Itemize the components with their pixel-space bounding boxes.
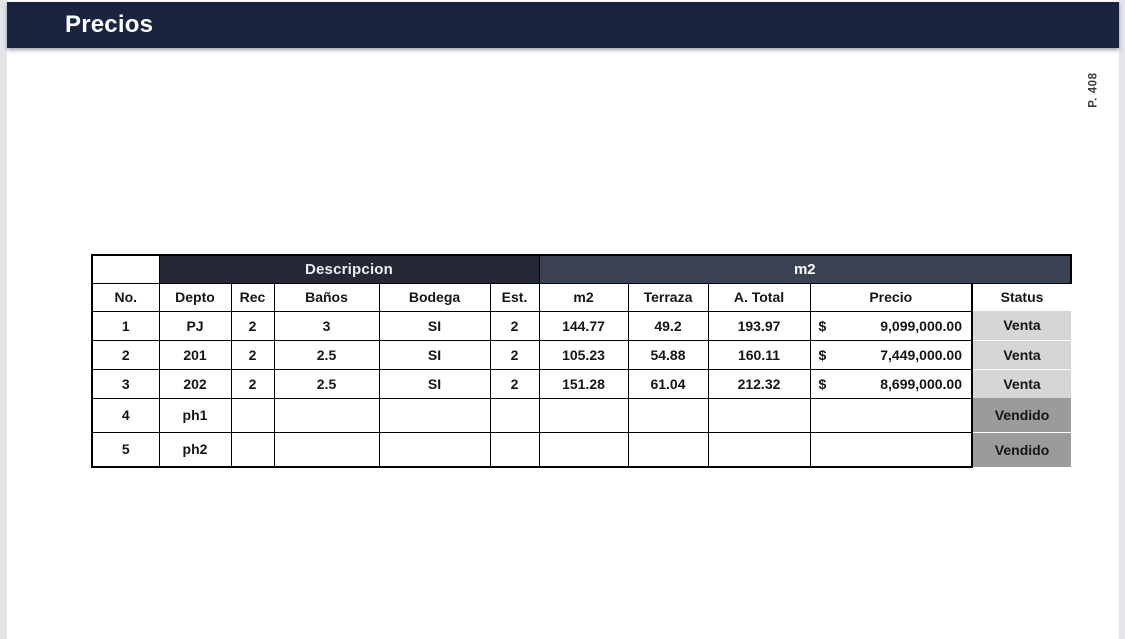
column-header-rec: Rec (230, 282, 275, 312)
cell-bodega (378, 397, 491, 433)
column-header-atotal: A. Total (707, 282, 811, 312)
cell-rec: 2 (230, 339, 275, 370)
corner-cell (91, 254, 160, 284)
cell-banos: 2.5 (273, 368, 380, 399)
currency-symbol: $ (818, 317, 827, 334)
column-header-est: Est. (489, 282, 540, 312)
cell-est: 2 (489, 368, 540, 399)
cell-est: 2 (489, 339, 540, 370)
cell-a_total: 212.32 (707, 368, 811, 399)
table-row: 5 ph2 Vendido (91, 431, 1072, 468)
price-amount: 8,699,000.00 (880, 375, 962, 392)
column-header-terraza: Terraza (627, 282, 709, 312)
cell-precio: $9,099,000.00 (809, 310, 973, 341)
column-header-row: No. Depto Rec Baños Bodega Est. m2 Terra… (91, 282, 1072, 312)
cell-bodega (378, 431, 491, 468)
cell-no: 1 (91, 310, 160, 341)
cell-no: 3 (91, 368, 160, 399)
group-header-m2: m2 (538, 254, 1073, 284)
cell-banos: 3 (273, 310, 380, 341)
cell-terraza: 49.2 (627, 310, 709, 341)
cell-depto: 202 (158, 368, 232, 399)
table-row: 2 201 2 2.5 SI 2 105.23 54.88 160.11 $7,449,000.0… (91, 339, 1072, 370)
cell-depto: ph2 (158, 431, 232, 468)
cell-terraza (627, 431, 709, 468)
cell-status: Vendido (972, 398, 1072, 432)
cell-bodega: SI (378, 339, 491, 370)
cell-terraza: 61.04 (627, 368, 709, 399)
cell-precio: $8,699,000.00 (809, 368, 973, 399)
title-bar: Precios (7, 2, 1119, 48)
price-cell-content: $7,449,000.00 (811, 346, 970, 363)
cell-status: Venta (972, 368, 1072, 398)
column-header-status: Status (972, 283, 1072, 311)
column-header-m2: m2 (538, 282, 629, 312)
currency-symbol: $ (818, 375, 827, 392)
cell-precio (809, 397, 973, 433)
cell-a_total: 193.97 (707, 310, 811, 341)
cell-depto: ph1 (158, 397, 232, 433)
cell-status: Venta (972, 339, 1072, 369)
cell-rec (230, 431, 275, 468)
table-row: 3 202 2 2.5 SI 2 151.28 61.04 212.32 $8,699,000.0… (91, 368, 1072, 399)
cell-m2: 144.77 (538, 310, 629, 341)
cell-precio: $7,449,000.00 (809, 339, 973, 370)
cell-m2 (538, 397, 629, 433)
cell-no: 2 (91, 339, 160, 370)
cell-est: 2 (489, 310, 540, 341)
cell-banos (273, 431, 380, 468)
cell-a_total (707, 431, 811, 468)
cell-m2: 105.23 (538, 339, 629, 370)
column-header-precio: Precio (809, 282, 973, 312)
cell-no: 4 (91, 397, 160, 433)
cell-banos: 2.5 (273, 339, 380, 370)
cell-m2 (538, 431, 629, 468)
cell-a_total: 160.11 (707, 339, 811, 370)
cell-status: Venta (972, 311, 1072, 340)
price-amount: 7,449,000.00 (880, 346, 962, 363)
price-amount: 9,099,000.00 (880, 317, 962, 334)
cell-depto: 201 (158, 339, 232, 370)
group-header-descripcion: Descripcion (158, 254, 540, 284)
price-cell-content: $9,099,000.00 (811, 317, 970, 334)
cell-bodega: SI (378, 310, 491, 341)
cell-a_total (707, 397, 811, 433)
cell-banos (273, 397, 380, 433)
currency-symbol: $ (818, 346, 827, 363)
table-row: 4 ph1 Vendido (91, 397, 1072, 433)
page-title: Precios (65, 11, 154, 38)
page-number: P. 408 (1087, 72, 1100, 108)
cell-depto: PJ (158, 310, 232, 341)
cell-precio (809, 431, 973, 468)
cell-rec: 2 (230, 310, 275, 341)
column-header-no: No. (91, 282, 160, 312)
column-header-bodega: Bodega (378, 282, 491, 312)
cell-terraza (627, 397, 709, 433)
column-header-depto: Depto (158, 282, 232, 312)
column-header-banos: Baños (273, 282, 380, 312)
group-header-row: Descripcion m2 (91, 254, 1073, 284)
cell-rec (230, 397, 275, 433)
cell-terraza: 54.88 (627, 339, 709, 370)
cell-est (489, 397, 540, 433)
table-row: 1 PJ 2 3 SI 2 144.77 49.2 193.97 $9,099,000.00 Ven… (91, 310, 1072, 341)
cell-rec: 2 (230, 368, 275, 399)
prices-table: Descripcion m2 No. Depto Rec Baños Bodeg… (91, 254, 1073, 468)
document-page: Precios P. 408 Descripcion m2 No. Depto (7, 0, 1119, 639)
cell-m2: 151.28 (538, 368, 629, 399)
cell-no: 5 (91, 431, 160, 468)
cell-status: Vendido (972, 431, 1072, 467)
price-cell-content: $8,699,000.00 (811, 375, 970, 392)
cell-bodega: SI (378, 368, 491, 399)
cell-est (489, 431, 540, 468)
